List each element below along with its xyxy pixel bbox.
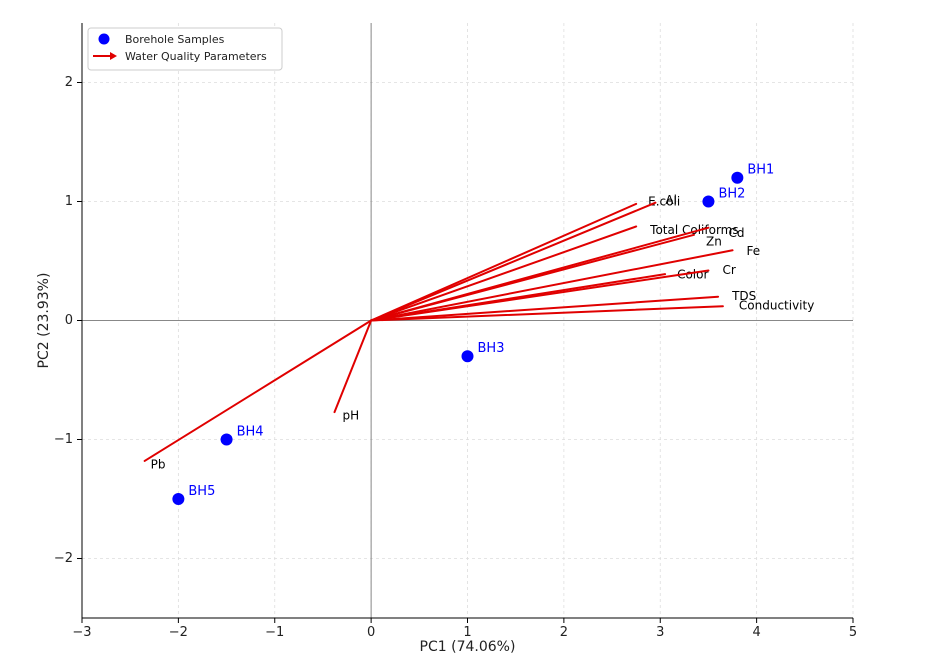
x-tick-label: 3 xyxy=(656,625,664,640)
borehole-label: BH4 xyxy=(237,425,264,440)
y-tick-label: −1 xyxy=(54,432,73,447)
borehole-label: BH1 xyxy=(747,163,774,178)
borehole-label: BH5 xyxy=(188,484,215,499)
y-axis-title: PC2 (23.93%) xyxy=(36,273,52,369)
x-tick-label: −2 xyxy=(169,625,188,640)
y-tick-label: 0 xyxy=(65,313,73,328)
x-tick-label: 2 xyxy=(560,625,568,640)
legend-box xyxy=(87,27,283,71)
parameter-vector-label: Pb xyxy=(151,457,166,471)
legend-marker-arrow-head xyxy=(110,52,117,60)
parameter-vector-line xyxy=(333,319,373,414)
legend-label-parameters: Water Quality Parameters xyxy=(125,50,267,63)
borehole-label: BH2 xyxy=(718,187,745,202)
parameter-vector-label: Total Coliforms xyxy=(649,223,738,237)
y-tick-label: −2 xyxy=(54,551,73,566)
parameter-vector-line xyxy=(370,202,638,322)
parameter-vector-label: pH xyxy=(343,409,360,423)
y-tick-label: 1 xyxy=(65,194,73,209)
legend-marker-circle xyxy=(98,33,110,45)
parameter-vector-line xyxy=(143,319,373,462)
borehole-point xyxy=(172,493,185,505)
borehole-point xyxy=(702,195,715,208)
x-tick-label: 1 xyxy=(463,625,471,640)
borehole-label: BH3 xyxy=(478,341,505,356)
axes: −3 −2 −1 0 1 2 3 4 5 −2 −1 0 1 2 xyxy=(54,23,857,640)
parameter-vector-label: Conductivity xyxy=(739,299,814,313)
y-tick-label: 2 xyxy=(65,75,73,90)
parameter-vector-line xyxy=(370,269,710,322)
parameter-vector-label: TDS xyxy=(731,289,756,303)
parameter-vector-line xyxy=(370,295,720,322)
borehole-point xyxy=(461,350,474,363)
x-tick-label: −1 xyxy=(265,625,284,640)
x-tick-label: 4 xyxy=(752,625,760,640)
borehole-point xyxy=(731,171,744,184)
parameter-vector-line xyxy=(370,225,638,322)
parameter-vector-label: Cd xyxy=(728,226,744,240)
x-tick-label: 5 xyxy=(849,625,857,640)
x-axis-title: PC1 (74.06%) xyxy=(420,639,516,655)
parameter-vector-line xyxy=(370,201,657,322)
parameter-vector-label: Zn xyxy=(706,234,722,248)
x-tick-label: 0 xyxy=(367,625,375,640)
parameter-vector-line xyxy=(370,233,695,322)
x-tick-label: −3 xyxy=(72,625,91,640)
borehole-point xyxy=(220,433,233,446)
legend: Borehole Samples Water Quality Parameter… xyxy=(87,27,283,71)
parameter-vector-line xyxy=(370,305,724,322)
parameter-vector-label: Fe xyxy=(747,244,761,258)
parameter-vector-line xyxy=(370,249,734,322)
parameter-vector-label: Al xyxy=(665,193,677,207)
parameter-vector-label: Cr xyxy=(722,263,735,277)
parameter-vector-label: E.coli xyxy=(648,194,680,208)
legend-label-boreholes: Borehole Samples xyxy=(125,33,225,46)
